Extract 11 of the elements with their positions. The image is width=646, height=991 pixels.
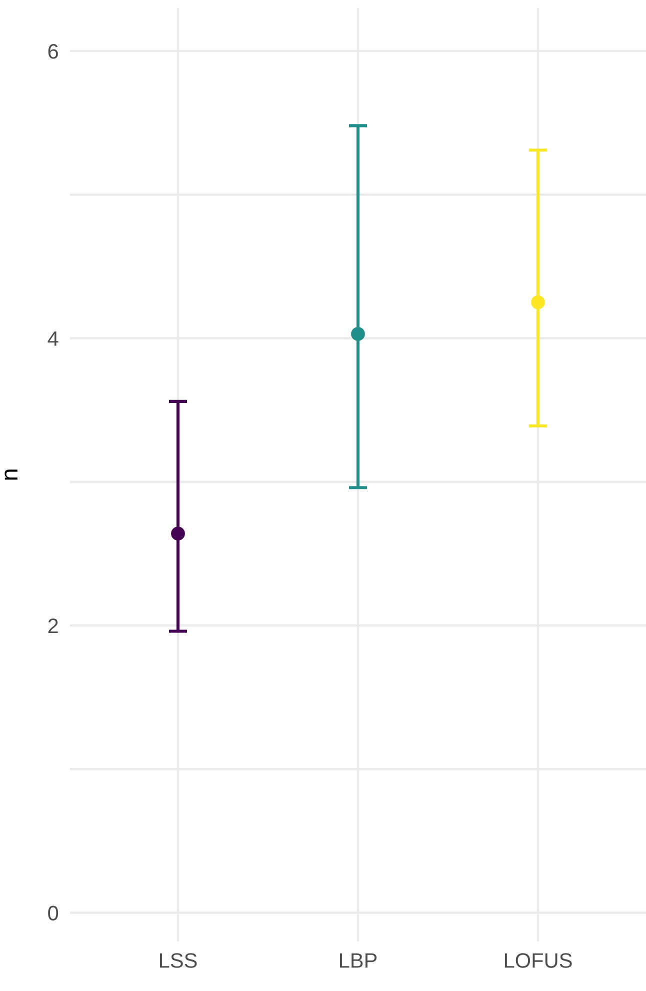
y-tick-label: 0 (48, 906, 58, 920)
y-tick-label: 4 (48, 331, 58, 346)
y-tick-label: 2 (48, 618, 58, 634)
y-axis-title: n (4, 470, 18, 480)
point (351, 327, 365, 341)
x-tick-label: LSS (160, 953, 197, 968)
point (171, 526, 185, 541)
x-tick-label: LOFUS (504, 953, 572, 968)
point (531, 295, 545, 310)
y-tick-label: 6 (48, 44, 58, 59)
x-tick-label: LBP (340, 953, 377, 968)
